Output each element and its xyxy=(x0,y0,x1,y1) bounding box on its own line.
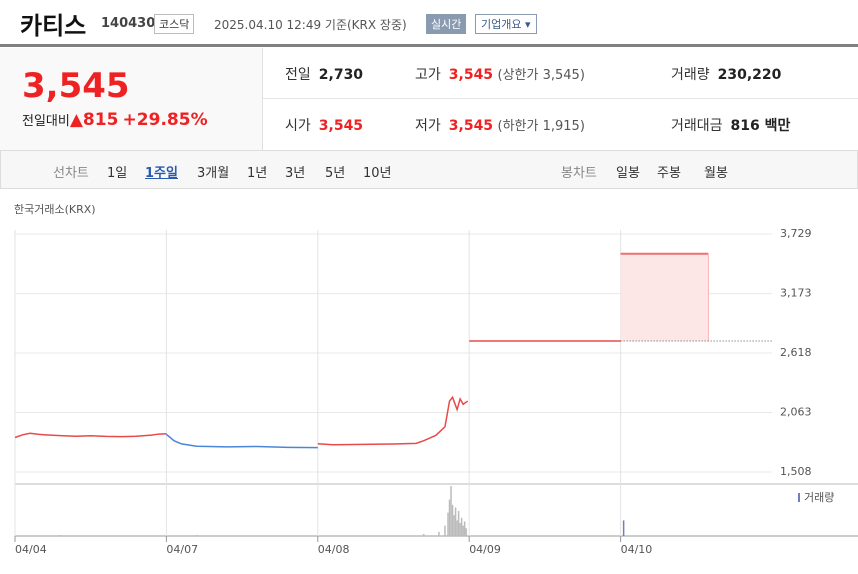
stat-value: 816 백만 xyxy=(730,118,791,134)
stat: 거래량 230,220 xyxy=(671,64,781,84)
stat-value: 230,220 xyxy=(717,67,782,83)
tab-label: 선차트 xyxy=(53,166,89,181)
y-tick-label: 2,618 xyxy=(780,346,812,359)
stat: 시가 3,545 xyxy=(285,115,363,135)
change-value: ▲815 xyxy=(69,110,119,130)
stat-key: 거래대금 xyxy=(671,118,723,134)
price-line xyxy=(165,433,318,449)
stat-key: 저가 xyxy=(415,118,441,134)
source: 한국거래소(KRX) xyxy=(14,203,96,216)
price-line xyxy=(317,395,469,446)
chart: 한국거래소(KRX) 1,508 2,063 2,618 3,173 3,729 04/04… xyxy=(14,203,858,556)
x-tick-label: 04/07 xyxy=(166,543,198,556)
stats-row: 전일 2,730 고가 3,545 (상한가 3,545) 거래량 230,220 xyxy=(263,48,858,99)
date: 2025.04.10 12:49 기준(KRX 장중) xyxy=(214,18,407,32)
stat-key: 시가 xyxy=(285,118,311,134)
live-badge[interactable]: 실시간 xyxy=(426,14,467,34)
stat: 거래대금 816 백만 xyxy=(671,115,790,135)
price-line xyxy=(14,432,167,439)
change: 전일대비▲815 +29.85% xyxy=(22,110,208,130)
stock-code: 140430 xyxy=(101,16,156,31)
stats: 3,545 전일대비▲815 +29.85% 전일 2,730 고가 3,545 (상… xyxy=(0,48,858,151)
stat-key: 전일 xyxy=(285,67,311,83)
stat: 저가 3,545 (하한가 1,915) xyxy=(415,115,585,135)
y-tick-label: 3,729 xyxy=(780,227,812,240)
tab[interactable]: 3개월 xyxy=(197,166,230,181)
price-range xyxy=(620,253,709,342)
period-tabs: 선차트 1일 1주일 3개월 1년 3년 5년 10년 봉차트 일봉 주봉 월봉 xyxy=(0,150,858,189)
header: 카티스 140430 코스닥 2025.04.10 12:49 기준(KRX 장… xyxy=(0,0,858,47)
x-tick-label: 04/08 xyxy=(318,543,350,556)
volume-legend: 거래량 xyxy=(804,491,834,504)
change-label: 전일대비 xyxy=(22,114,70,129)
tab[interactable]: 일봉 xyxy=(616,166,640,181)
tab[interactable]: 월봉 xyxy=(704,166,728,181)
tab[interactable]: 1일 xyxy=(107,166,128,181)
change-rate: +29.85% xyxy=(122,110,208,130)
legend-swatch xyxy=(798,493,800,502)
tab-label: 봉차트 xyxy=(561,166,597,181)
company-button[interactable]: 기업개요 ▾ xyxy=(475,14,537,34)
plot-frame xyxy=(15,230,858,536)
stat-sub: (상한가 3,545) xyxy=(497,68,585,83)
market-badge: 코스닥 xyxy=(154,14,195,34)
stat: 전일 2,730 xyxy=(285,64,363,84)
tab[interactable]: 1년 xyxy=(247,166,268,181)
stat-key: 고가 xyxy=(415,67,441,83)
stat-key: 거래량 xyxy=(671,67,710,83)
y-tick-label: 1,508 xyxy=(780,465,812,478)
tab[interactable]: 주봉 xyxy=(657,166,681,181)
stat-value: 2,730 xyxy=(318,67,364,83)
stock-name: 카티스 xyxy=(20,12,87,40)
stat-value: 3,545 xyxy=(448,67,494,83)
tab[interactable]: 10년 xyxy=(363,166,392,181)
y-tick-label: 3,173 xyxy=(780,287,812,300)
x-tick-label: 04/09 xyxy=(469,543,501,556)
y-tick-label: 2,063 xyxy=(780,406,812,419)
stat-value: 3,545 xyxy=(318,118,364,134)
price: 3,545 xyxy=(22,66,130,106)
tab[interactable]: 5년 xyxy=(325,166,346,181)
price-box: 3,545 전일대비▲815 +29.85% xyxy=(0,48,263,150)
stat-sub: (하한가 1,915) xyxy=(497,119,585,134)
x-tick-label: 04/04 xyxy=(15,543,47,556)
tab[interactable]: 1주일 xyxy=(145,166,178,181)
stat: 고가 3,545 (상한가 3,545) xyxy=(415,64,585,84)
x-tick-label: 04/10 xyxy=(621,543,653,556)
stat-value: 3,545 xyxy=(448,118,494,134)
stats-row: 시가 3,545 저가 3,545 (하한가 1,915) 거래대금 816 백만 xyxy=(263,99,858,149)
tab[interactable]: 3년 xyxy=(285,166,306,181)
